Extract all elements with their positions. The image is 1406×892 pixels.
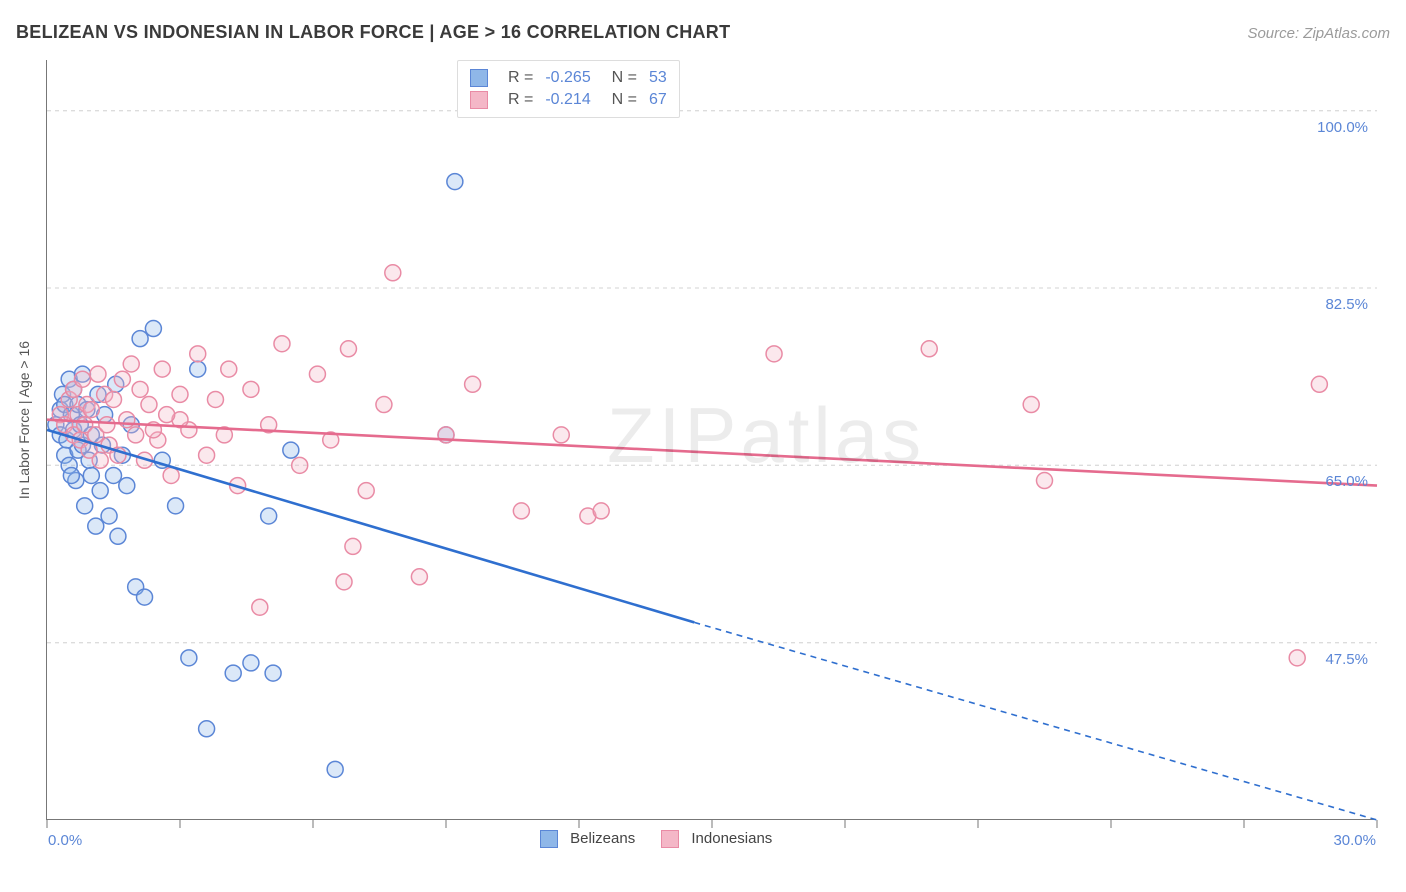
- scatter-point: [358, 483, 374, 499]
- scatter-point: [513, 503, 529, 519]
- legend-item-1: Indonesians: [661, 830, 772, 848]
- legend-r-label: R =: [508, 69, 533, 87]
- correlation-legend: R = -0.265 N = 53 R = -0.214 N = 67: [457, 60, 680, 118]
- scatter-point: [77, 498, 93, 514]
- scatter-point: [243, 655, 259, 671]
- scatter-point: [132, 381, 148, 397]
- legend-r-value: -0.265: [545, 69, 590, 87]
- legend-row-0: R = -0.265 N = 53: [470, 67, 667, 89]
- scatter-point: [199, 721, 215, 737]
- y-tick-label: 65.0%: [1325, 473, 1368, 490]
- scatter-point: [92, 483, 108, 499]
- legend-n-value: 53: [649, 69, 667, 87]
- scatter-point: [119, 478, 135, 494]
- y-tick-label: 82.5%: [1325, 296, 1368, 313]
- scatter-point: [921, 341, 937, 357]
- scatter-point: [1289, 650, 1305, 666]
- scatter-point: [336, 574, 352, 590]
- scatter-point: [553, 427, 569, 443]
- scatter-point: [128, 427, 144, 443]
- legend-n-value: 67: [649, 91, 667, 109]
- scatter-point: [327, 761, 343, 777]
- scatter-point: [593, 503, 609, 519]
- scatter-point: [385, 265, 401, 281]
- chart-title: BELIZEAN VS INDONESIAN IN LABOR FORCE | …: [16, 22, 730, 43]
- scatter-point: [265, 665, 281, 681]
- trend-line: [47, 420, 1377, 486]
- scatter-point: [110, 528, 126, 544]
- scatter-point: [190, 346, 206, 362]
- scatter-point: [292, 457, 308, 473]
- scatter-point: [261, 508, 277, 524]
- scatter-point: [340, 341, 356, 357]
- scatter-point: [106, 467, 122, 483]
- scatter-point: [145, 321, 161, 337]
- scatter-point: [99, 417, 115, 433]
- scatter-point: [1311, 376, 1327, 392]
- legend-r-label: R =: [508, 91, 533, 109]
- scatter-point: [168, 498, 184, 514]
- scatter-plot: ZIPatlas 47.5%65.0%82.5%100.0% R = -0.26…: [46, 60, 1376, 820]
- y-tick-label: 100.0%: [1317, 119, 1368, 136]
- scatter-point: [141, 397, 157, 413]
- scatter-point: [243, 381, 259, 397]
- legend-swatch-icon: [661, 830, 679, 848]
- scatter-point: [181, 650, 197, 666]
- scatter-point: [207, 391, 223, 407]
- scatter-point: [465, 376, 481, 392]
- scatter-point: [83, 467, 99, 483]
- scatter-point: [101, 508, 117, 524]
- y-tick-label: 47.5%: [1325, 651, 1368, 668]
- scatter-point: [132, 331, 148, 347]
- scatter-point: [172, 386, 188, 402]
- scatter-point: [345, 538, 361, 554]
- scatter-point: [63, 467, 79, 483]
- scatter-point: [221, 361, 237, 377]
- trend-line-extrapolated: [694, 622, 1377, 820]
- legend-item-0: Belizeans: [540, 830, 635, 848]
- y-axis-label: In Labor Force | Age > 16: [16, 341, 32, 499]
- legend-swatch-icon: [470, 91, 488, 109]
- scatter-point: [411, 569, 427, 585]
- scatter-point: [283, 442, 299, 458]
- scatter-point: [1037, 473, 1053, 489]
- legend-n-label: N =: [603, 91, 637, 109]
- scatter-point: [159, 407, 175, 423]
- scatter-point: [123, 356, 139, 372]
- scatter-point: [137, 589, 153, 605]
- scatter-point: [225, 665, 241, 681]
- scatter-point: [74, 371, 90, 387]
- scatter-point: [106, 391, 122, 407]
- legend-item-label: Indonesians: [691, 830, 772, 847]
- legend-item-label: Belizeans: [570, 830, 635, 847]
- scatter-point: [190, 361, 206, 377]
- series-legend: Belizeans Indonesians: [540, 830, 772, 848]
- scatter-point: [90, 366, 106, 382]
- scatter-point: [119, 412, 135, 428]
- scatter-point: [1023, 397, 1039, 413]
- scatter-point: [154, 361, 170, 377]
- scatter-point: [114, 371, 130, 387]
- scatter-point: [252, 599, 268, 615]
- scatter-point: [766, 346, 782, 362]
- legend-r-value: -0.214: [545, 91, 590, 109]
- legend-row-1: R = -0.214 N = 67: [470, 89, 667, 111]
- scatter-point: [163, 467, 179, 483]
- scatter-point: [309, 366, 325, 382]
- legend-n-label: N =: [603, 69, 637, 87]
- scatter-point: [447, 174, 463, 190]
- source-label: Source: ZipAtlas.com: [1247, 25, 1390, 42]
- scatter-point: [83, 402, 99, 418]
- x-left-label: 0.0%: [48, 832, 82, 849]
- scatter-point: [92, 452, 108, 468]
- legend-swatch-icon: [470, 69, 488, 87]
- scatter-point: [199, 447, 215, 463]
- scatter-point: [88, 518, 104, 534]
- legend-swatch-icon: [540, 830, 558, 848]
- scatter-point: [376, 397, 392, 413]
- x-right-label: 30.0%: [1333, 832, 1376, 849]
- scatter-point: [274, 336, 290, 352]
